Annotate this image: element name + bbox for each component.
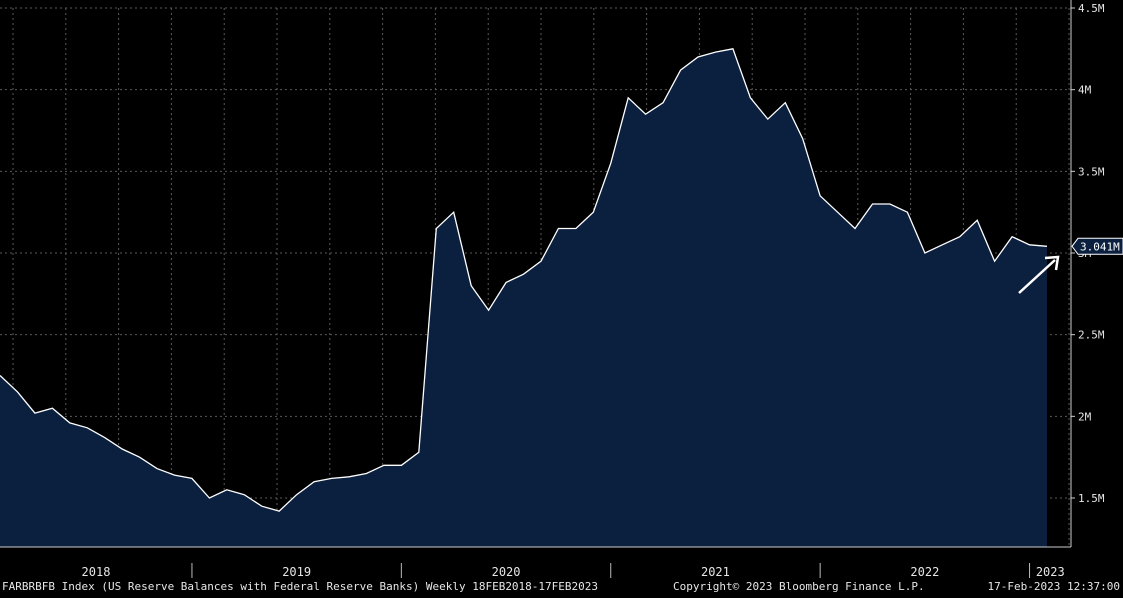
x-year-label: 2023 <box>1036 565 1065 579</box>
y-tick-label: 2M <box>1078 410 1092 423</box>
up-arrow-icon <box>1018 255 1060 294</box>
y-tick-label: 2.5M <box>1078 329 1105 342</box>
x-year-label: 2020 <box>492 565 521 579</box>
arrow-shaft <box>1018 259 1056 294</box>
x-year-label: 2018 <box>82 565 111 579</box>
footer-copyright: Copyright© 2023 Bloomberg Finance L.P. <box>673 580 925 593</box>
last-value-box <box>1071 237 1123 255</box>
x-year-label: 2022 <box>910 565 939 579</box>
series-line <box>0 48 1048 512</box>
arrow-head <box>1044 255 1060 271</box>
x-year-label: 2019 <box>282 565 311 579</box>
y-tick-label: 4M <box>1078 84 1092 97</box>
y-tick-label: 1.5M <box>1078 492 1105 505</box>
footer-timestamp: 17-Feb-2023 12:37:00 <box>987 580 1120 593</box>
y-tick-label: 3.5M <box>1078 165 1105 178</box>
footer-series-description: FARBRBFB Index (US Reserve Balances with… <box>2 580 599 593</box>
last-value-label: 3.041M <box>1080 240 1120 253</box>
y-tick-label: 4.5M <box>1078 2 1105 15</box>
series-area <box>0 48 1047 548</box>
x-year-label: 2021 <box>701 565 730 579</box>
